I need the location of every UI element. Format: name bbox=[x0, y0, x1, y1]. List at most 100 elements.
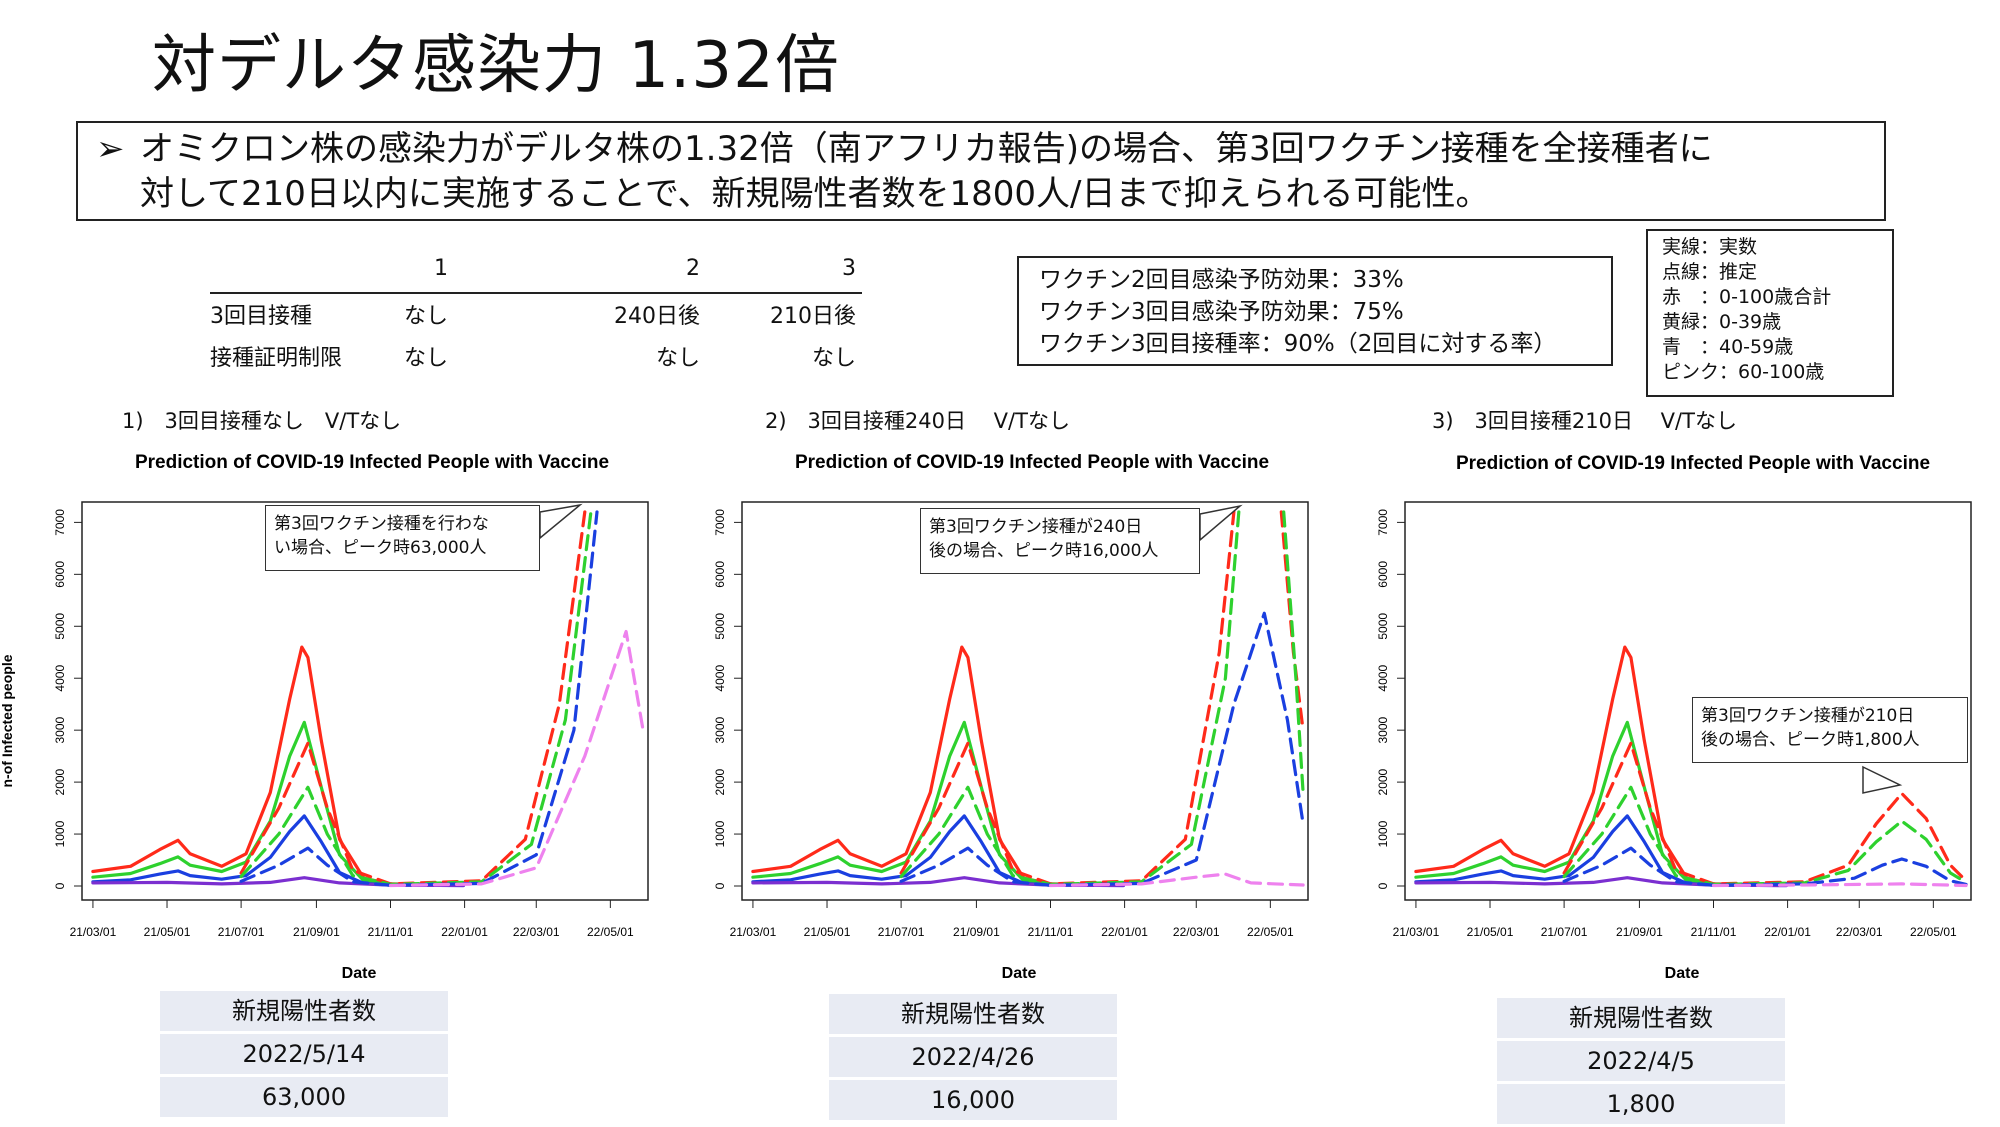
scenario-table: 1 2 3 3回目接種 なし 240日後 210日後 接種証明制限 なし なし … bbox=[210, 256, 862, 382]
plot-frame bbox=[81, 501, 649, 901]
scenario-cell: 210日後 bbox=[770, 304, 856, 329]
y-axis-label: n-of Infected people bbox=[0, 654, 15, 787]
series-line-green-est-fall bbox=[1282, 510, 1305, 795]
panel-label-2: 2) 3回目接種240日 V/Tなし bbox=[765, 409, 1070, 433]
legend-line: 青 ：40-59歳 bbox=[1662, 336, 1794, 358]
plot-area bbox=[751, 510, 1305, 888]
callout-pointer bbox=[1862, 765, 1903, 794]
series-line-red-est bbox=[239, 510, 587, 886]
result-table-1: 新規陽性者数 2022/5/14 63,000 bbox=[160, 991, 448, 1120]
legend-line: ピンク：60-100歳 bbox=[1662, 361, 1825, 383]
callout-line: 後の場合、ピーク時16,000人 bbox=[929, 541, 1159, 561]
legend-line: 赤 ：0-100歳合計 bbox=[1662, 286, 1832, 308]
result-header: 新規陽性者数 bbox=[1497, 998, 1785, 1038]
plot-area bbox=[91, 510, 645, 888]
scenario-cell: なし bbox=[655, 346, 700, 371]
callout-line: い場合、ピーク時63,000人 bbox=[274, 538, 487, 558]
series-line-green-est bbox=[1562, 785, 1968, 886]
y-tick-label: 4000 bbox=[1376, 665, 1390, 692]
chart-title: Prediction of COVID-19 Infected People w… bbox=[1456, 453, 1930, 474]
x-tick-label: 21/07/01 bbox=[878, 925, 925, 939]
scenario-cell: なし bbox=[403, 346, 448, 371]
headline-line-2: 対して210日以内に実施することで、新規陽性者数を1800人/日まで抑えられる可… bbox=[140, 174, 1490, 214]
headline-text: オミクロン株の感染力がデルタ株の1.32倍（南アフリカ報告)の場合、第3回ワクチ… bbox=[140, 127, 1868, 217]
series-line-blue-est bbox=[899, 611, 1305, 887]
y-tick-label: 7000 bbox=[53, 509, 67, 536]
y-tick-label: 5000 bbox=[1376, 613, 1390, 640]
y-tick-label: 6000 bbox=[713, 561, 727, 588]
chart-panel-3: Prediction of COVID-19 Infected People w… bbox=[1376, 453, 1972, 982]
x-tick-label: 21/11/01 bbox=[1028, 925, 1074, 939]
series-line-pink-est bbox=[1048, 872, 1305, 888]
callout-line: 第3回ワクチン接種が210日 bbox=[1701, 706, 1915, 726]
callout-panel-1: 第3回ワクチン接種を行わな い場合、ピーク時63,000人 bbox=[265, 505, 540, 571]
bullet-arrow-icon: ➢ bbox=[96, 129, 125, 169]
result-table-2: 新規陽性者数 2022/4/26 16,000 bbox=[829, 994, 1117, 1123]
series-line-blue bbox=[751, 814, 1125, 888]
scenario-header-cell: 3 bbox=[842, 256, 856, 281]
result-date: 2022/4/5 bbox=[1497, 1041, 1785, 1081]
series-line-red-est bbox=[899, 510, 1236, 886]
assumption-line: ワクチン3回目接種率：90%（2回目に対する率） bbox=[1039, 331, 1557, 357]
series-line-green bbox=[751, 720, 1125, 887]
result-table-3: 新規陽性者数 2022/4/5 1,800 bbox=[1497, 998, 1785, 1127]
scenario-header-cell: 2 bbox=[686, 256, 700, 281]
y-tick-label: 6000 bbox=[53, 561, 67, 588]
headline-line-1: オミクロン株の感染力がデルタ株の1.32倍（南アフリカ報告)の場合、第3回ワクチ… bbox=[140, 129, 1713, 169]
x-tick-label: 21/11/01 bbox=[368, 925, 414, 939]
panel-label-3: 3) 3回目接種210日 V/Tなし bbox=[1432, 409, 1737, 433]
result-date: 2022/4/26 bbox=[829, 1037, 1117, 1077]
page-title: 対デルタ感染力 1.32倍 bbox=[152, 29, 840, 103]
x-tick-label: 22/05/01 bbox=[1910, 925, 1957, 939]
series-line-blue-est bbox=[239, 510, 599, 887]
scenario-row-label: 接種証明制限 bbox=[210, 346, 343, 371]
assumptions-box: ワクチン2回目感染予防効果：33% ワクチン3回目感染予防効果：75% ワクチン… bbox=[1017, 256, 1613, 366]
result-header: 新規陽性者数 bbox=[829, 994, 1117, 1034]
x-axis-label: Date bbox=[342, 965, 377, 982]
legend-line: 点線：推定 bbox=[1662, 261, 1758, 283]
result-value: 16,000 bbox=[829, 1080, 1117, 1120]
callout-line: 第3回ワクチン接種が240日 bbox=[929, 517, 1143, 537]
y-tick-label: 1000 bbox=[53, 820, 67, 847]
x-tick-label: 21/05/01 bbox=[144, 925, 191, 939]
x-tick-label: 21/09/01 bbox=[293, 925, 340, 939]
y-tick-label: 1000 bbox=[713, 820, 727, 847]
y-tick-label: 2000 bbox=[713, 768, 727, 795]
scenario-table-row: 3回目接種 なし 240日後 210日後 bbox=[210, 298, 862, 340]
callout-pointer bbox=[1199, 504, 1243, 542]
y-tick-label: 6000 bbox=[1376, 561, 1390, 588]
scenario-row-label: 3回目接種 bbox=[210, 304, 312, 329]
headline-box: ➢ オミクロン株の感染力がデルタ株の1.32倍（南アフリカ報告)の場合、第3回ワ… bbox=[76, 121, 1886, 221]
scenario-table-header: 1 2 3 bbox=[210, 256, 862, 294]
x-tick-label: 21/05/01 bbox=[804, 925, 851, 939]
x-tick-label: 22/01/01 bbox=[1764, 925, 1811, 939]
y-tick-label: 7000 bbox=[713, 509, 727, 536]
result-value: 63,000 bbox=[160, 1077, 448, 1117]
x-tick-label: 21/03/01 bbox=[730, 925, 777, 939]
y-tick-label: 2000 bbox=[53, 768, 67, 795]
x-tick-label: 21/09/01 bbox=[1616, 925, 1663, 939]
series-line-red bbox=[751, 645, 1125, 887]
callout-pointer bbox=[539, 503, 583, 540]
y-tick-label: 3000 bbox=[713, 716, 727, 743]
y-tick-label: 0 bbox=[713, 882, 727, 889]
x-tick-label: 21/07/01 bbox=[218, 925, 265, 939]
callout-line: 後の場合、ピーク時1,800人 bbox=[1701, 730, 1920, 750]
chart-panel-1: Prediction of COVID-19 Infected People w… bbox=[0, 452, 649, 982]
y-tick-label: 0 bbox=[53, 882, 67, 889]
result-header: 新規陽性者数 bbox=[160, 991, 448, 1031]
legend-line: 実線：実数 bbox=[1662, 236, 1758, 258]
x-tick-label: 22/03/01 bbox=[513, 925, 560, 939]
plot-frame bbox=[741, 501, 1309, 901]
y-tick-label: 5000 bbox=[53, 613, 67, 640]
y-tick-label: 4000 bbox=[713, 665, 727, 692]
y-tick-label: 3000 bbox=[1376, 716, 1390, 743]
x-tick-label: 22/01/01 bbox=[441, 925, 488, 939]
series-line-blue bbox=[91, 814, 465, 888]
x-tick-label: 22/05/01 bbox=[587, 925, 634, 939]
scenario-cell: なし bbox=[811, 346, 856, 371]
result-value: 1,800 bbox=[1497, 1084, 1785, 1124]
callout-panel-3: 第3回ワクチン接種が210日 後の場合、ピーク時1,800人 bbox=[1692, 697, 1968, 763]
series-line-blue bbox=[1414, 814, 1788, 888]
